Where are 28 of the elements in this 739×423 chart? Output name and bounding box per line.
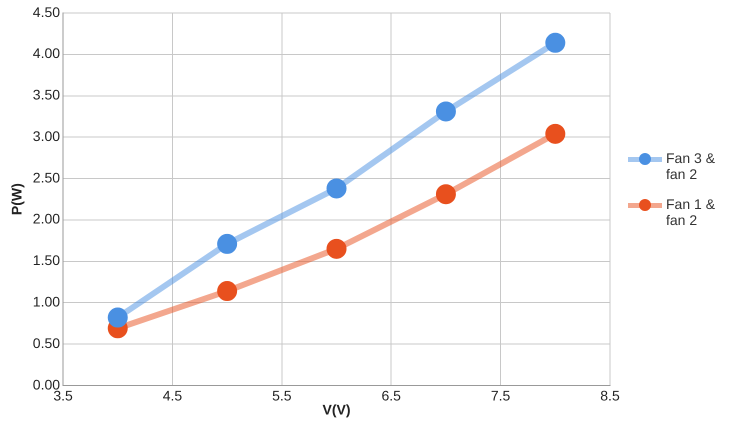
- x-tick-label: 8.5: [600, 388, 620, 404]
- x-tick-label: 6.5: [381, 388, 402, 404]
- x-axis-title: V(V): [322, 401, 351, 418]
- y-tick-label: 1.00: [32, 294, 60, 310]
- y-tick-label: 2.50: [32, 169, 60, 186]
- point: [436, 184, 456, 204]
- y-tick-label: 1.50: [32, 252, 60, 268]
- point: [545, 124, 566, 144]
- x-tick-label: 5.5: [272, 388, 292, 404]
- point: [217, 234, 238, 254]
- y-tick-label: 3.50: [32, 86, 60, 103]
- x-tick-label: 7.5: [490, 388, 511, 404]
- point: [108, 308, 128, 328]
- y-tick-label: 3.00: [32, 128, 60, 144]
- y-axis-title: P(W): [8, 183, 24, 216]
- legend-label: Fan 1 & fan 2: [666, 196, 716, 228]
- y-tick-label: 2.00: [32, 210, 60, 227]
- y-tick-label: 4.50: [32, 4, 60, 20]
- point: [326, 178, 347, 198]
- y-tick-label: 4.00: [32, 45, 60, 62]
- point: [436, 101, 456, 122]
- y-tick-label: 0.00: [32, 376, 60, 392]
- point: [326, 238, 347, 259]
- x-tick-label: 4.5: [162, 388, 182, 404]
- y-tick-label: 0.50: [32, 334, 60, 351]
- point: [217, 281, 238, 302]
- point: [545, 32, 566, 53]
- legend-label: Fan 3 & fan 2: [666, 150, 716, 182]
